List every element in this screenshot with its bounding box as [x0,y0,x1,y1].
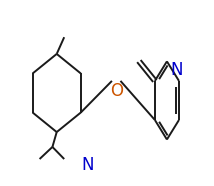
Text: O: O [110,82,123,100]
Text: N: N [170,61,183,79]
Text: N: N [82,156,94,174]
